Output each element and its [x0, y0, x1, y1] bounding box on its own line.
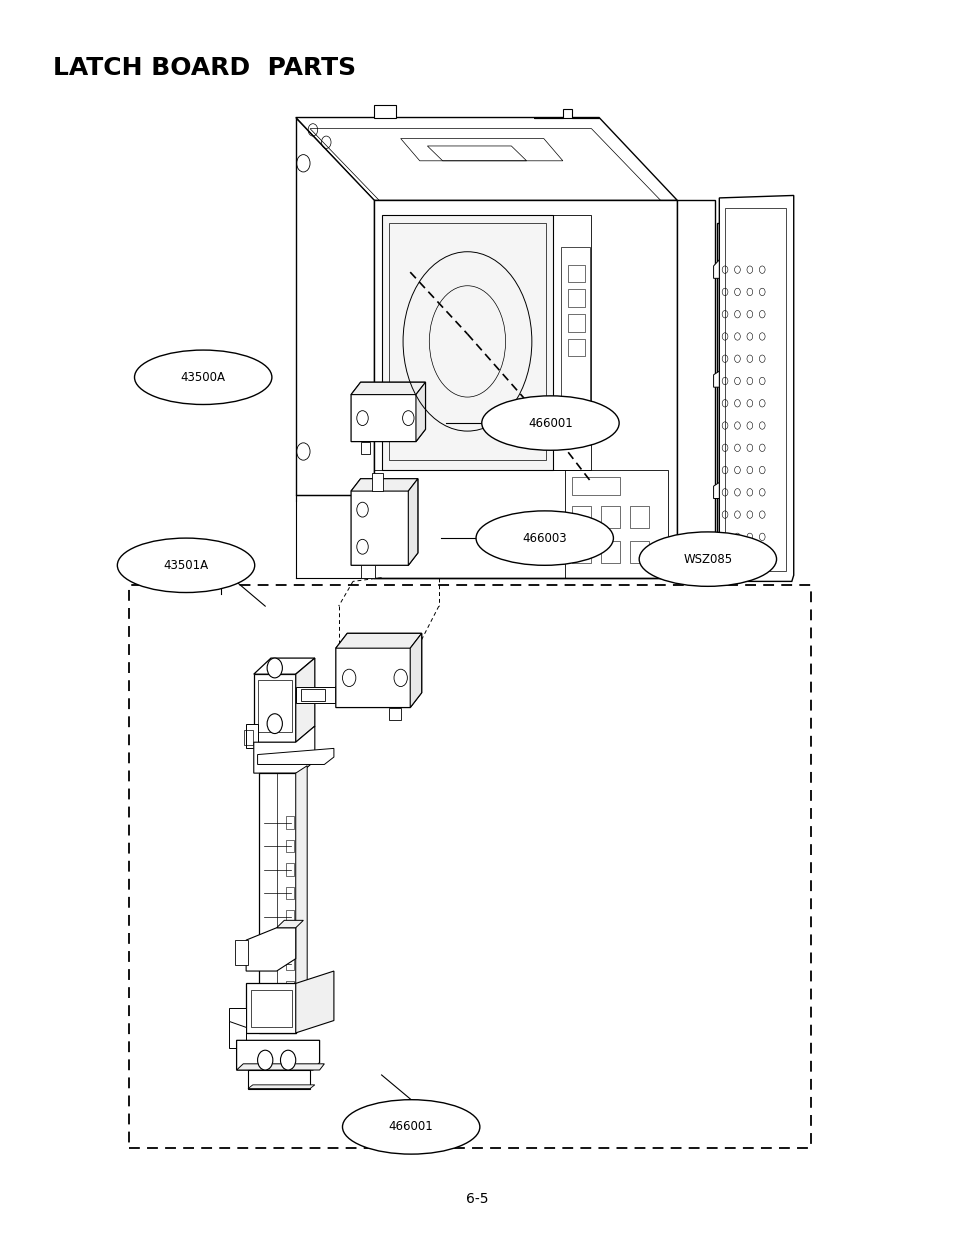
Bar [720, 510, 773, 522]
Polygon shape [246, 724, 257, 748]
Bar [567, 289, 584, 307]
Polygon shape [295, 118, 374, 495]
Polygon shape [360, 565, 375, 578]
Circle shape [267, 714, 282, 734]
Polygon shape [276, 920, 303, 928]
Polygon shape [677, 200, 715, 578]
Bar [572, 541, 591, 563]
Polygon shape [389, 708, 400, 720]
Polygon shape [335, 680, 343, 703]
Ellipse shape [342, 1100, 479, 1154]
Polygon shape [246, 983, 295, 1033]
Polygon shape [229, 1008, 246, 1027]
Polygon shape [335, 633, 421, 648]
Polygon shape [717, 223, 781, 569]
Text: WSZ085: WSZ085 [682, 553, 732, 565]
Polygon shape [408, 479, 417, 565]
Polygon shape [259, 773, 295, 1033]
Text: 43500A: 43500A [180, 371, 226, 383]
Bar [286, 863, 294, 876]
Polygon shape [381, 215, 553, 470]
Circle shape [257, 1050, 273, 1070]
Bar [567, 339, 584, 356]
Polygon shape [372, 473, 382, 491]
Bar [286, 934, 294, 946]
Polygon shape [236, 1040, 319, 1070]
Text: LATCH BOARD  PARTS: LATCH BOARD PARTS [53, 56, 356, 79]
Bar [286, 910, 294, 923]
Polygon shape [229, 1021, 246, 1048]
Text: 466001: 466001 [528, 417, 572, 429]
Polygon shape [351, 479, 417, 565]
Ellipse shape [639, 532, 776, 586]
Polygon shape [351, 382, 425, 442]
Polygon shape [360, 442, 370, 454]
Polygon shape [335, 633, 421, 708]
Bar [248, 1070, 310, 1089]
Polygon shape [374, 105, 395, 118]
Polygon shape [713, 482, 719, 499]
Polygon shape [236, 1064, 324, 1070]
Polygon shape [713, 371, 719, 387]
Bar [286, 957, 294, 970]
Polygon shape [253, 658, 314, 674]
Polygon shape [257, 748, 334, 764]
Bar [600, 506, 619, 528]
Polygon shape [719, 195, 793, 581]
Text: 43501A: 43501A [163, 559, 209, 571]
Polygon shape [534, 109, 598, 118]
Bar [301, 689, 325, 701]
Polygon shape [295, 118, 677, 200]
Ellipse shape [117, 538, 254, 593]
Bar [129, 585, 810, 1148]
Bar [629, 541, 648, 563]
Bar [234, 940, 248, 965]
Polygon shape [374, 200, 677, 578]
Polygon shape [246, 928, 295, 971]
Polygon shape [351, 479, 417, 491]
Bar [572, 506, 591, 528]
Polygon shape [410, 633, 421, 708]
Polygon shape [248, 1085, 314, 1089]
Circle shape [267, 658, 282, 678]
Circle shape [280, 1050, 295, 1070]
Bar [286, 887, 294, 899]
Polygon shape [295, 658, 314, 742]
Bar [629, 506, 648, 528]
Polygon shape [295, 766, 307, 1033]
Bar [286, 1004, 294, 1017]
Text: 466003: 466003 [522, 532, 566, 544]
Polygon shape [295, 971, 334, 1033]
Ellipse shape [481, 396, 618, 450]
Polygon shape [253, 674, 295, 742]
Bar [286, 840, 294, 852]
Bar [567, 314, 584, 332]
Polygon shape [295, 687, 335, 703]
Bar [600, 541, 619, 563]
Bar [567, 265, 584, 282]
Polygon shape [253, 726, 314, 773]
Text: 466001: 466001 [389, 1121, 433, 1133]
Text: 6-5: 6-5 [465, 1192, 488, 1206]
Bar [720, 528, 773, 547]
Polygon shape [351, 382, 425, 395]
Ellipse shape [134, 350, 272, 404]
Polygon shape [713, 260, 719, 278]
Ellipse shape [476, 511, 613, 565]
Polygon shape [416, 382, 425, 442]
Bar [286, 816, 294, 829]
Bar [286, 981, 294, 993]
Bar [572, 477, 619, 495]
